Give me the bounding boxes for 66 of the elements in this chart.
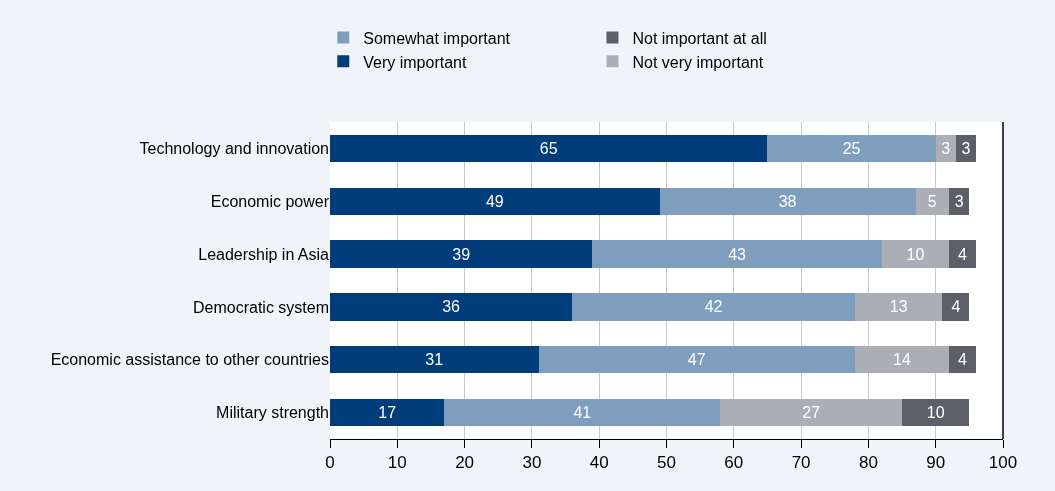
data-label: 65 (539, 139, 558, 157)
data-label: 47 (687, 351, 706, 369)
data-label: 13 (889, 298, 908, 316)
bar (538, 346, 855, 374)
data-label: 36 (442, 298, 461, 316)
y-tick-label: Economic power (210, 192, 330, 210)
data-label: 4 (958, 351, 968, 369)
data-label: 14 (893, 351, 911, 369)
data-label: 39 (452, 245, 471, 263)
data-label: 42 (704, 298, 723, 316)
data-label: 17 (378, 404, 397, 422)
bar (659, 187, 916, 215)
y-tick-label: Democratic system (192, 298, 329, 316)
x-tick-label: 100 (988, 453, 1018, 473)
bar (592, 240, 882, 268)
data-label: 10 (926, 404, 945, 422)
x-tick-label: 40 (589, 453, 609, 473)
bar (767, 134, 936, 163)
y-tick-label: Technology and innovation (139, 140, 329, 158)
data-label: 31 (425, 351, 444, 369)
bar (330, 187, 660, 215)
legend-label: Very important (363, 53, 467, 71)
bar (942, 293, 970, 321)
data-label: 38 (778, 192, 797, 210)
bar (330, 134, 768, 163)
bar (720, 398, 903, 427)
y-tick-label: Leadership in Asia (198, 245, 330, 263)
data-label: 41 (573, 404, 592, 422)
data-label: 10 (906, 245, 925, 263)
bar (330, 240, 593, 268)
bar (572, 293, 855, 321)
x-tick-label: 20 (455, 453, 475, 473)
data-label: 3 (961, 139, 971, 157)
bar (444, 398, 721, 427)
data-label: 5 (927, 192, 937, 210)
bar (330, 346, 539, 374)
bar (881, 240, 950, 268)
data-label: 43 (728, 245, 747, 263)
bar (949, 240, 977, 268)
x-tick-label: 0 (325, 453, 335, 473)
x-tick-label: 60 (724, 453, 744, 473)
data-label: 4 (958, 245, 968, 263)
x-tick-label: 80 (858, 453, 878, 473)
bar (854, 293, 943, 321)
bar (902, 398, 970, 427)
legend-label: Somewhat important (363, 29, 511, 47)
y-tick-label: Military strength (216, 404, 329, 422)
data-label: 3 (941, 139, 951, 157)
bar (949, 346, 977, 374)
data-label: 27 (802, 404, 821, 422)
legend-label: Not important at all (632, 29, 767, 47)
bar (330, 293, 573, 321)
x-tick-label: 30 (522, 453, 542, 473)
data-label: 49 (485, 192, 504, 210)
x-tick-label: 10 (387, 453, 407, 473)
x-tick-label: 70 (791, 453, 811, 473)
data-label: 25 (842, 139, 861, 157)
x-tick-label: 90 (926, 453, 946, 473)
legend-label: Not very important (632, 53, 764, 71)
bar (915, 187, 950, 215)
x-tick-label: 50 (657, 453, 676, 473)
bar (854, 346, 950, 374)
y-tick-label: Economic assistance to other countries (50, 351, 329, 369)
data-label: 3 (954, 192, 964, 210)
bar (330, 398, 445, 427)
data-label: 4 (951, 298, 961, 316)
